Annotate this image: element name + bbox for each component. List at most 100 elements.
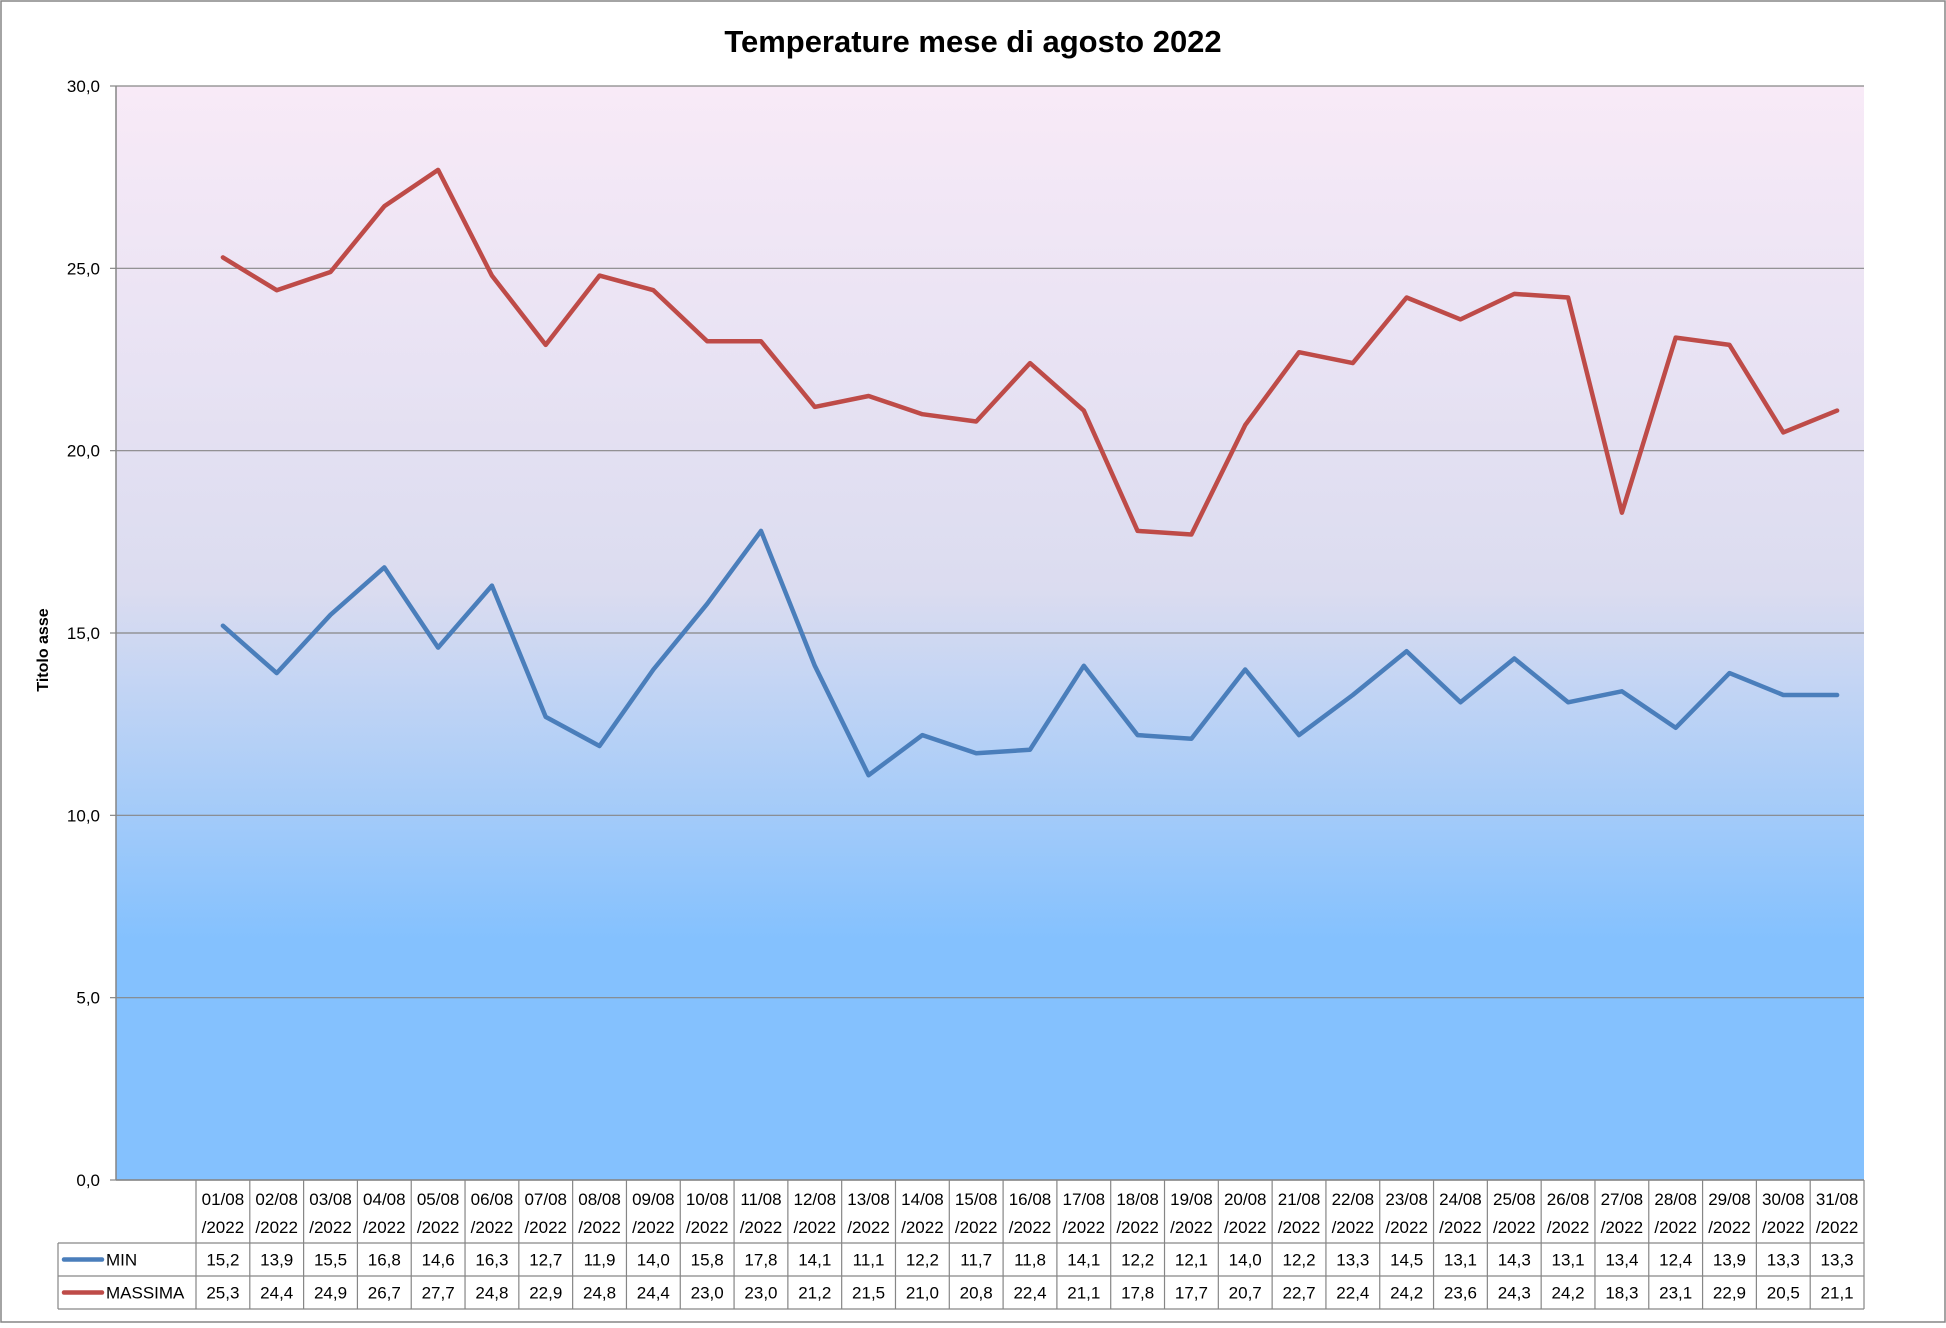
x-category-label: 13/08 <box>847 1190 890 1209</box>
y-tick-label: 25,0 <box>67 259 100 278</box>
x-category-label: 31/08 <box>1816 1190 1859 1209</box>
y-tick-label: 15,0 <box>67 624 100 643</box>
table-value: 14,3 <box>1498 1251 1531 1270</box>
table-value: 16,3 <box>475 1251 508 1270</box>
x-category-label: /2022 <box>1224 1218 1267 1237</box>
y-tick-label: 0,0 <box>76 1171 100 1190</box>
table-value: 24,2 <box>1390 1284 1423 1303</box>
x-category-label: 03/08 <box>309 1190 352 1209</box>
x-category-label: /2022 <box>471 1218 514 1237</box>
x-category-label: /2022 <box>1493 1218 1536 1237</box>
x-category-label: 17/08 <box>1063 1190 1106 1209</box>
legend-label: MASSIMA <box>106 1284 185 1303</box>
table-value: 12,4 <box>1659 1251 1692 1270</box>
table-value: 24,2 <box>1552 1284 1585 1303</box>
table-value: 21,0 <box>906 1284 939 1303</box>
table-value: 23,0 <box>744 1284 777 1303</box>
x-category-label: /2022 <box>1654 1218 1697 1237</box>
table-value: 26,7 <box>368 1284 401 1303</box>
table-value: 20,8 <box>960 1284 993 1303</box>
x-category-label: 27/08 <box>1601 1190 1644 1209</box>
y-axis-tick-labels: 0,0 5,0 10,0 15,0 20,0 25,0 30,0 <box>67 77 100 1190</box>
x-category-label: /2022 <box>578 1218 621 1237</box>
table-value: 22,7 <box>1282 1284 1315 1303</box>
table-value: 21,2 <box>798 1284 831 1303</box>
table-value: 17,7 <box>1175 1284 1208 1303</box>
table-value: 17,8 <box>744 1251 777 1270</box>
table-value: 14,0 <box>1229 1251 1262 1270</box>
x-category-label: /2022 <box>363 1218 406 1237</box>
table-value: 21,5 <box>852 1284 885 1303</box>
table-value: 24,4 <box>260 1284 293 1303</box>
x-category-label: 15/08 <box>955 1190 998 1209</box>
table-value: 23,1 <box>1659 1284 1692 1303</box>
table-value: 15,2 <box>206 1251 239 1270</box>
table-value: 11,8 <box>1014 1251 1046 1270</box>
x-category-label: /2022 <box>1601 1218 1644 1237</box>
table-value: 13,9 <box>260 1251 293 1270</box>
series-line-min <box>220 528 1840 778</box>
x-category-label: /2022 <box>417 1218 460 1237</box>
table-value: 16,8 <box>368 1251 401 1270</box>
table-value: 15,8 <box>691 1251 724 1270</box>
x-category-label: 21/08 <box>1278 1190 1321 1209</box>
x-category-label: 26/08 <box>1547 1190 1590 1209</box>
table-value: 11,9 <box>584 1251 616 1270</box>
table-value: 24,8 <box>583 1284 616 1303</box>
x-category-label: 06/08 <box>471 1190 514 1209</box>
table-value: 22,4 <box>1013 1284 1046 1303</box>
table-value: 13,1 <box>1552 1251 1585 1270</box>
x-category-label: 28/08 <box>1654 1190 1697 1209</box>
table-value: 12,2 <box>906 1251 939 1270</box>
table-value: 27,7 <box>422 1284 455 1303</box>
x-category-label: /2022 <box>794 1218 837 1237</box>
x-category-label: /2022 <box>309 1218 352 1237</box>
table-value: 14,0 <box>637 1251 670 1270</box>
table-value: 13,3 <box>1767 1251 1800 1270</box>
x-category-label: /2022 <box>686 1218 729 1237</box>
x-category-label: 05/08 <box>417 1190 460 1209</box>
x-category-label: /2022 <box>1762 1218 1805 1237</box>
x-category-label: 30/08 <box>1762 1190 1805 1209</box>
x-category-label: 04/08 <box>363 1190 406 1209</box>
x-category-label: 22/08 <box>1332 1190 1375 1209</box>
y-tick-label: 5,0 <box>76 989 100 1008</box>
x-category-label: 19/08 <box>1170 1190 1213 1209</box>
x-category-label: 07/08 <box>524 1190 567 1209</box>
x-category-label: /2022 <box>901 1218 944 1237</box>
x-category-label: /2022 <box>955 1218 998 1237</box>
x-category-label: 08/08 <box>578 1190 621 1209</box>
x-category-label: /2022 <box>1116 1218 1159 1237</box>
table-value: 24,8 <box>475 1284 508 1303</box>
x-category-label: /2022 <box>1708 1218 1751 1237</box>
table-value: 22,4 <box>1336 1284 1369 1303</box>
x-category-label: 02/08 <box>255 1190 298 1209</box>
table-value: 22,9 <box>1713 1284 1746 1303</box>
data-table: 01/08/2022 02/08/2022 03/08/2022 04/08/2022… <box>57 1180 1865 1310</box>
table-value: 24,9 <box>314 1284 347 1303</box>
table-value: 24,4 <box>637 1284 670 1303</box>
chart-title: Temperature mese di agosto 2022 <box>724 24 1221 59</box>
table-value: 12,1 <box>1175 1251 1208 1270</box>
x-category-label: /2022 <box>1009 1218 1052 1237</box>
table-value: 13,9 <box>1713 1251 1746 1270</box>
x-category-label: 01/08 <box>202 1190 245 1209</box>
x-category-label: /2022 <box>1547 1218 1590 1237</box>
x-category-label: /2022 <box>255 1218 298 1237</box>
y-axis-title: Titolo asse <box>35 608 52 691</box>
table-value: 18,3 <box>1605 1284 1638 1303</box>
table-value: 11,7 <box>960 1251 992 1270</box>
x-category-label: /2022 <box>740 1218 783 1237</box>
gridlines <box>110 85 1864 1181</box>
x-category-label: 18/08 <box>1116 1190 1159 1209</box>
table-value: 12,2 <box>1282 1251 1315 1270</box>
table-value: 13,3 <box>1821 1251 1854 1270</box>
x-category-label: 10/08 <box>686 1190 729 1209</box>
x-category-label: 16/08 <box>1009 1190 1052 1209</box>
x-category-label: /2022 <box>847 1218 890 1237</box>
x-category-label: 29/08 <box>1708 1190 1751 1209</box>
x-category-label: /2022 <box>524 1218 567 1237</box>
table-value: 12,7 <box>529 1251 562 1270</box>
